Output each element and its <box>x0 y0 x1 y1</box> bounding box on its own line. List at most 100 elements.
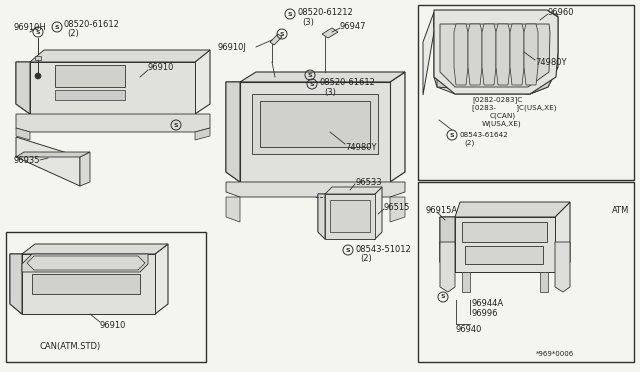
Text: 96960: 96960 <box>548 7 575 16</box>
Polygon shape <box>434 14 558 27</box>
Polygon shape <box>22 254 148 272</box>
Text: S: S <box>308 73 312 77</box>
Bar <box>6 232 206 362</box>
Polygon shape <box>440 202 570 272</box>
Text: S: S <box>450 132 454 138</box>
Text: S: S <box>310 81 314 87</box>
Polygon shape <box>226 197 240 222</box>
Text: W(USA,XE): W(USA,XE) <box>482 121 522 127</box>
Text: 96910J: 96910J <box>218 42 247 51</box>
Polygon shape <box>322 28 338 38</box>
Polygon shape <box>22 244 168 254</box>
Polygon shape <box>496 24 510 85</box>
Text: (2): (2) <box>360 254 372 263</box>
Polygon shape <box>440 242 455 292</box>
Polygon shape <box>524 24 538 85</box>
Text: 08543-61642: 08543-61642 <box>460 132 509 138</box>
Polygon shape <box>437 67 558 94</box>
Polygon shape <box>195 128 210 140</box>
Text: 96910: 96910 <box>148 62 174 71</box>
Polygon shape <box>468 24 482 85</box>
Text: 96910H: 96910H <box>14 22 47 32</box>
Text: (3): (3) <box>302 17 314 26</box>
Text: S: S <box>441 295 445 299</box>
Text: 08520-61612: 08520-61612 <box>63 19 119 29</box>
Polygon shape <box>226 72 405 182</box>
Polygon shape <box>80 152 90 186</box>
Text: S: S <box>280 32 284 36</box>
Polygon shape <box>10 254 22 314</box>
Bar <box>30 62 195 114</box>
Polygon shape <box>318 187 382 239</box>
Text: S: S <box>346 247 350 253</box>
Text: [0282-0283]C: [0282-0283]C <box>472 97 522 103</box>
Text: 74980Y: 74980Y <box>345 142 376 151</box>
Bar <box>252 94 378 154</box>
Bar <box>32 274 140 294</box>
Text: 96915A: 96915A <box>425 205 457 215</box>
Polygon shape <box>30 50 210 62</box>
Polygon shape <box>434 16 558 94</box>
Polygon shape <box>440 217 455 272</box>
Bar <box>462 222 547 242</box>
Text: 96944A: 96944A <box>472 299 504 308</box>
Text: CAN(ATM.STD): CAN(ATM.STD) <box>40 341 101 350</box>
Polygon shape <box>462 272 470 292</box>
Bar <box>418 5 634 180</box>
Polygon shape <box>240 72 405 82</box>
Bar <box>240 82 390 182</box>
Text: 96940: 96940 <box>456 326 483 334</box>
Polygon shape <box>482 24 496 85</box>
Polygon shape <box>16 152 90 157</box>
Polygon shape <box>440 24 550 87</box>
Polygon shape <box>10 244 168 314</box>
Polygon shape <box>16 137 80 186</box>
Polygon shape <box>390 197 405 222</box>
Text: *969*0006: *969*0006 <box>536 351 574 357</box>
Text: S: S <box>173 122 179 128</box>
Text: 96947: 96947 <box>340 22 367 31</box>
Text: 96515: 96515 <box>384 202 410 212</box>
Bar <box>418 182 634 362</box>
Bar <box>55 90 125 100</box>
Polygon shape <box>555 242 570 292</box>
Polygon shape <box>16 50 210 114</box>
Circle shape <box>35 73 41 79</box>
Bar <box>55 65 125 87</box>
Text: 96533: 96533 <box>355 177 381 186</box>
Polygon shape <box>510 24 524 85</box>
Bar <box>465 246 543 264</box>
Bar <box>22 254 155 314</box>
Polygon shape <box>270 34 282 45</box>
Polygon shape <box>226 182 405 197</box>
Polygon shape <box>423 12 434 95</box>
Text: 96935: 96935 <box>14 155 40 164</box>
Text: [0283-         ]C(USA,XE): [0283- ]C(USA,XE) <box>472 105 557 111</box>
Bar <box>455 217 555 272</box>
Text: C(CAN): C(CAN) <box>490 113 516 119</box>
Polygon shape <box>35 56 41 60</box>
Text: S: S <box>36 29 40 35</box>
Text: 74980Y: 74980Y <box>535 58 566 67</box>
Polygon shape <box>325 187 382 194</box>
Text: ATM: ATM <box>612 205 629 215</box>
Polygon shape <box>455 202 570 217</box>
Text: S: S <box>288 12 292 16</box>
Text: S: S <box>54 25 60 29</box>
Polygon shape <box>226 82 240 182</box>
Text: 96910: 96910 <box>100 321 126 330</box>
Bar <box>330 200 370 232</box>
Text: 08543-51012: 08543-51012 <box>356 246 412 254</box>
Polygon shape <box>16 114 210 132</box>
Polygon shape <box>540 272 548 292</box>
Text: (2): (2) <box>67 29 79 38</box>
Polygon shape <box>16 128 30 140</box>
Text: 96996: 96996 <box>472 310 499 318</box>
Bar <box>260 101 370 147</box>
Polygon shape <box>434 10 558 94</box>
Bar <box>325 194 375 239</box>
Text: (2): (2) <box>464 140 474 146</box>
Text: 08520-61212: 08520-61212 <box>298 7 354 16</box>
Text: 08520-61612: 08520-61612 <box>320 77 376 87</box>
Polygon shape <box>27 256 145 270</box>
